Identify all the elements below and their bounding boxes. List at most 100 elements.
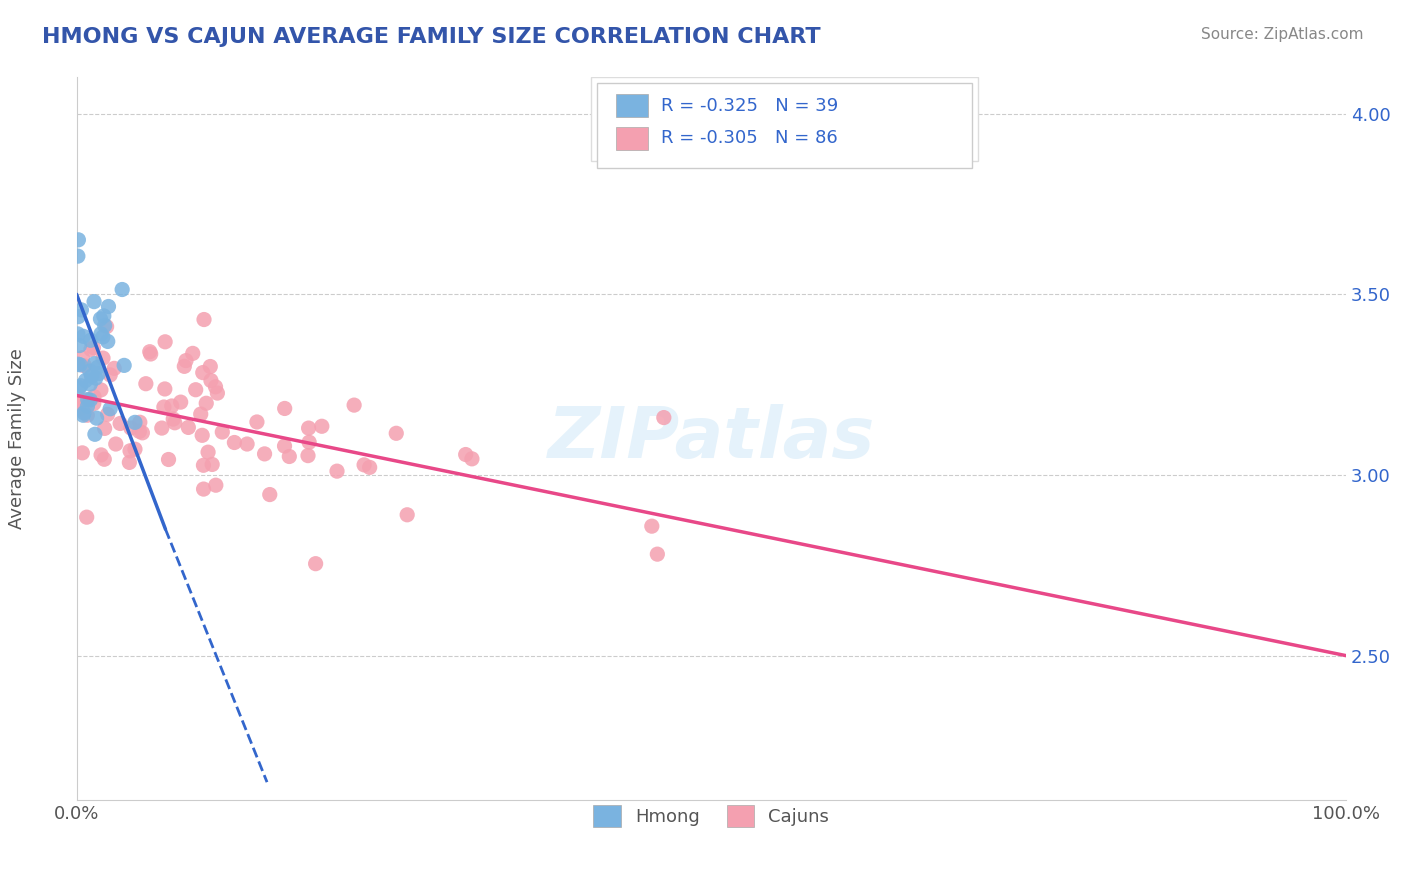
Point	[150, 421, 173, 435]
Point	[76, 400, 98, 414]
Point	[200, 359, 222, 374]
Point	[76, 392, 98, 407]
Point	[170, 395, 193, 409]
Point	[200, 374, 222, 388]
Point	[79, 334, 101, 348]
Point	[91, 330, 114, 344]
Point	[184, 383, 207, 397]
Point	[70, 394, 93, 409]
Point	[298, 435, 321, 450]
Point	[83, 427, 105, 442]
Point	[73, 359, 96, 373]
Point	[111, 283, 134, 297]
Point	[139, 347, 162, 361]
Y-axis label: Average Family Size: Average Family Size	[8, 349, 25, 529]
Point	[93, 452, 115, 467]
Point	[79, 392, 101, 407]
Point	[297, 421, 319, 435]
Point	[647, 547, 669, 561]
Point	[84, 371, 107, 385]
Point	[66, 357, 89, 371]
Point	[195, 396, 218, 410]
Text: Source: ZipAtlas.com: Source: ZipAtlas.com	[1201, 27, 1364, 42]
Point	[273, 439, 295, 453]
Point	[89, 311, 111, 326]
Point	[79, 377, 101, 392]
Point	[79, 364, 101, 378]
Point	[67, 310, 90, 324]
Point	[75, 374, 97, 388]
Point	[193, 482, 215, 496]
Point	[193, 312, 215, 326]
Point	[67, 401, 90, 416]
Point	[191, 428, 214, 442]
Point	[93, 421, 115, 435]
Point	[297, 449, 319, 463]
Point	[98, 401, 121, 416]
Point	[191, 366, 214, 380]
Point	[118, 443, 141, 458]
Point	[67, 381, 90, 395]
Point	[90, 326, 112, 341]
Point	[93, 318, 115, 333]
Point	[112, 359, 135, 373]
Point	[120, 421, 142, 435]
Bar	[616, 94, 648, 117]
FancyBboxPatch shape	[591, 78, 979, 161]
Point	[311, 419, 333, 434]
Point	[160, 399, 183, 413]
Point	[197, 445, 219, 459]
Point	[93, 309, 115, 323]
Point	[72, 409, 94, 423]
Point	[131, 425, 153, 440]
Point	[87, 360, 110, 375]
Legend: Hmong, Cajuns: Hmong, Cajuns	[586, 798, 837, 835]
Point	[104, 437, 127, 451]
Point	[90, 448, 112, 462]
Point	[190, 407, 212, 421]
Point	[173, 359, 195, 374]
Point	[97, 300, 120, 314]
Point	[135, 376, 157, 391]
Point	[153, 382, 176, 396]
Point	[83, 390, 105, 404]
Point	[343, 398, 366, 412]
Point	[72, 329, 94, 343]
Point	[87, 367, 110, 381]
Point	[96, 319, 118, 334]
Point	[80, 343, 103, 357]
Point	[118, 455, 141, 469]
Point	[385, 426, 408, 441]
Point	[98, 368, 121, 382]
Point	[69, 378, 91, 392]
Point	[454, 448, 477, 462]
Point	[69, 338, 91, 352]
Point	[461, 451, 484, 466]
FancyBboxPatch shape	[598, 83, 972, 168]
Point	[153, 400, 176, 414]
Point	[139, 344, 162, 359]
Point	[103, 361, 125, 376]
Point	[91, 351, 114, 365]
Point	[153, 334, 176, 349]
Point	[181, 346, 204, 360]
Point	[83, 357, 105, 371]
Point	[177, 420, 200, 434]
Point	[90, 383, 112, 397]
Point	[67, 233, 90, 247]
Text: HMONG VS CAJUN AVERAGE FAMILY SIZE CORRELATION CHART: HMONG VS CAJUN AVERAGE FAMILY SIZE CORRE…	[42, 27, 821, 46]
Point	[396, 508, 419, 522]
Point	[66, 249, 89, 263]
Point	[246, 415, 269, 429]
Point	[86, 411, 108, 425]
Point	[124, 416, 146, 430]
Point	[73, 392, 96, 407]
Point	[97, 408, 120, 422]
Point	[224, 435, 246, 450]
Point	[162, 412, 184, 426]
Point	[69, 358, 91, 372]
Point	[304, 557, 326, 571]
Point	[124, 442, 146, 457]
Point	[201, 458, 224, 472]
Point	[80, 369, 103, 384]
